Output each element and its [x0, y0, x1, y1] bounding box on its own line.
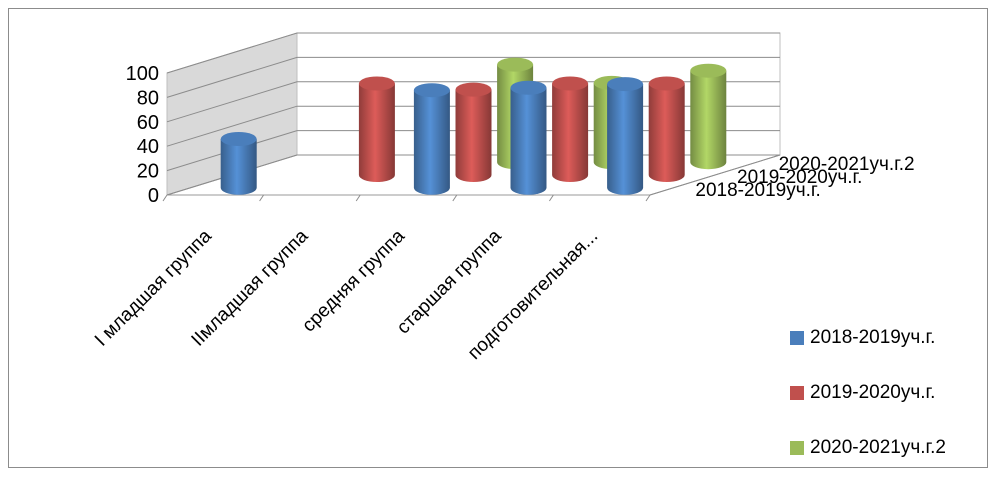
- bar-body: [690, 70, 727, 170]
- legend-swatch: [790, 441, 804, 455]
- y-tick-label: 80: [137, 87, 159, 109]
- depth-axis-line: [649, 154, 781, 196]
- x-category-label: средняя группа: [298, 225, 409, 336]
- depth-label: 2018-2019уч.г.: [695, 180, 820, 201]
- x-tick-mark: [645, 194, 651, 202]
- bar: [220, 132, 257, 195]
- bar-top: [648, 76, 685, 91]
- bar-top: [607, 77, 644, 92]
- bar-top: [358, 76, 395, 91]
- bar-body: [648, 83, 685, 183]
- chart-bars: [220, 57, 727, 195]
- y-tick-label: 60: [137, 112, 159, 134]
- bar: [648, 76, 685, 183]
- legend-label: 2020-2021уч.г.2: [810, 437, 946, 458]
- gridline: [166, 56, 780, 98]
- bar-body: [220, 139, 257, 195]
- depth-label: 2020-2021уч.г.2: [779, 154, 915, 175]
- bar: [607, 77, 644, 195]
- bar: [690, 63, 727, 170]
- x-tick-mark: [259, 194, 265, 202]
- x-tick-mark: [162, 194, 168, 202]
- bar-top: [690, 63, 727, 78]
- depth-label: 2019-2020уч.г.: [737, 167, 862, 188]
- bar: [358, 76, 395, 183]
- bar: [413, 83, 450, 195]
- x-category-label: старшая группа: [393, 225, 506, 338]
- bar-body: [358, 83, 395, 183]
- x-tick-mark: [452, 194, 458, 202]
- x-tick-mark: [548, 194, 554, 202]
- bar: [552, 76, 589, 183]
- legend-label: 2018-2019уч.г.: [810, 327, 936, 348]
- bar-body: [413, 90, 450, 195]
- bar-top: [413, 83, 450, 98]
- legend-swatch: [790, 331, 804, 345]
- y-tick-label: 100: [126, 63, 159, 85]
- bar-body: [552, 83, 589, 183]
- depth-axis-labels: 2020-2021уч.г.22019-2020уч.г.2018-2019уч…: [649, 154, 915, 201]
- legend-item: 2020-2021уч.г.2: [790, 437, 990, 459]
- bar-body: [510, 87, 547, 195]
- bar-top: [220, 132, 257, 146]
- bar-top: [552, 76, 589, 91]
- gridline: [166, 32, 780, 74]
- x-tick-mark: [355, 194, 361, 202]
- bar-top: [497, 57, 534, 72]
- legend-item: 2019-2020уч.г.: [790, 382, 990, 404]
- y-tick-label: 20: [137, 161, 159, 183]
- bar-top: [510, 80, 547, 95]
- legend-label: 2019-2020уч.г.: [810, 382, 936, 403]
- y-tick-label: 40: [137, 136, 159, 158]
- bar-body: [455, 89, 492, 183]
- chart-legend: 2018-2019уч.г. 2019-2020уч.г. 2020-2021у…: [790, 327, 990, 492]
- bar: [455, 82, 492, 183]
- legend-item: 2018-2019уч.г.: [790, 327, 990, 349]
- bar: [510, 80, 547, 195]
- bar-body: [607, 84, 644, 195]
- y-tick-label: 0: [148, 185, 159, 207]
- bar-top: [455, 82, 492, 97]
- legend-swatch: [790, 386, 804, 400]
